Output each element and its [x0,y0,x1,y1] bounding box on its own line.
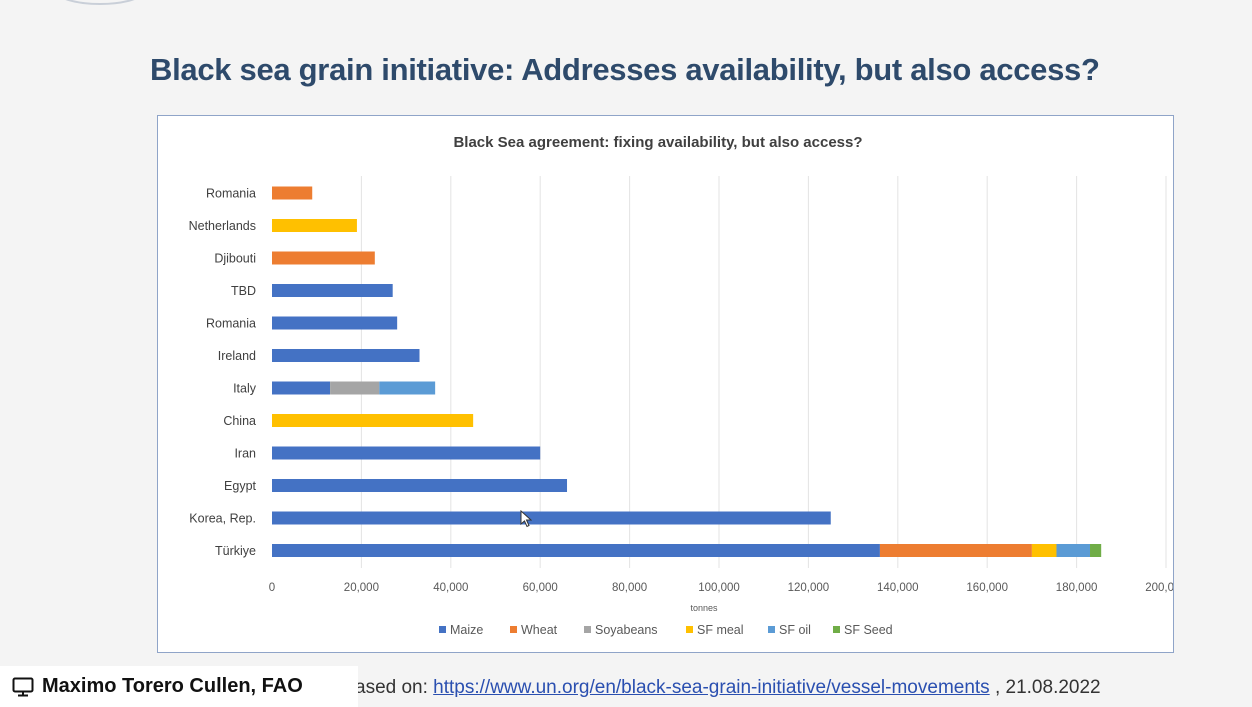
bar-segment-sf-meal [272,219,357,232]
legend-swatch [686,626,693,633]
x-tick-label: 200,000 [1145,582,1173,594]
chart-frame: Black Sea agreement: fixing availability… [157,115,1174,653]
x-tick-label: 0 [269,582,275,594]
y-category-label: Romania [206,187,256,201]
legend-label: SF meal [697,623,744,637]
x-tick-label: 20,000 [344,582,379,594]
legend-swatch [833,626,840,633]
bar-segment-sf-seed [1090,544,1102,557]
y-category-label: Ireland [218,349,256,363]
legend-swatch [510,626,517,633]
y-category-label: TBD [231,284,256,298]
bar-segment-maize [272,544,880,557]
bar-segment-sf-meal [272,414,474,427]
x-tick-label: 60,000 [523,582,558,594]
chart-legend: Maize Wheat Soyabeans SF meal SF oil SF Seed [439,623,893,637]
source-prefix: ased on: [355,677,434,698]
y-category-label: Egypt [224,479,256,493]
bar-segment-sf-oil [379,381,436,395]
y-category-label: Türkiye [215,544,256,558]
x-tick-label: 160,000 [966,582,1008,594]
x-tick-label: 120,000 [788,582,830,594]
legend-label: Maize [450,623,483,637]
x-tick-label: 40,000 [433,582,468,594]
bar-segment-sf-oil [1056,544,1091,557]
legend-label: SF oil [779,623,811,637]
y-category-label: Djibouti [214,252,256,266]
source-citation: ased on: https://www.un.org/en/black-sea… [355,677,1101,699]
x-tick-label: 140,000 [877,582,919,594]
presenter-label: Maximo Torero Cullen, FAO [0,666,358,707]
legend-label: Wheat [521,623,558,637]
x-axis-label: tonnes [690,603,718,613]
bar-segment-sf-meal [1031,544,1057,557]
legend-label: SF Seed [844,623,893,637]
bar-segment-maize [272,479,568,492]
source-date: , 21.08.2022 [989,677,1101,698]
bar-segment-maize [272,381,331,395]
legend-swatch [439,626,446,633]
presenter-name: Maximo Torero Cullen, FAO [42,675,303,697]
bar-segment-soyabeans [330,381,380,395]
bar-segment-maize [272,511,831,525]
x-tick-label: 80,000 [612,582,647,594]
y-category-label: Korea, Rep. [189,512,256,526]
bar-segment-maize [272,446,541,460]
chart-title: Black Sea agreement: fixing availability… [453,134,862,151]
bar-segment-maize [272,316,398,330]
legend-swatch [768,626,775,633]
x-tick-label: 100,000 [698,582,740,594]
monitor-icon [12,677,34,696]
bar-segment-maize [272,349,420,362]
y-category-label: Netherlands [189,219,256,233]
source-link[interactable]: https://www.un.org/en/black-sea-grain-in… [433,677,990,698]
y-category-label: Romania [206,317,256,331]
organization-logo-fragment [65,0,135,5]
y-category-label: Iran [234,447,256,461]
bar-segment-wheat [272,251,375,265]
legend-label: Soyabeans [595,623,658,637]
y-category-label: Italy [233,382,257,396]
y-category-label: China [223,414,256,428]
legend-swatch [584,626,591,633]
stacked-bar-chart: Black Sea agreement: fixing availability… [189,134,1173,637]
slide-title: Black sea grain initiative: Addresses av… [150,52,1100,87]
bar-segment-maize [272,284,393,297]
mouse-cursor-icon [520,510,532,528]
bar-segment-wheat [879,544,1032,557]
bar-segment-wheat [272,186,313,200]
x-tick-label: 180,000 [1056,582,1098,594]
